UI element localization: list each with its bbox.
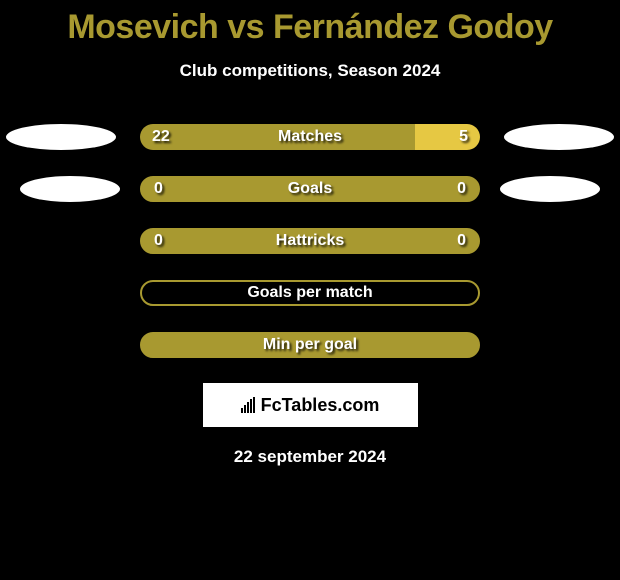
goals-per-match-bar: Goals per match — [140, 280, 480, 306]
fctables-badge[interactable]: FcTables.com — [203, 383, 418, 427]
min-per-goal-label: Min per goal — [263, 336, 357, 354]
hattricks-bar: 0 Hattricks 0 — [140, 228, 480, 254]
hattricks-row: 0 Hattricks 0 — [0, 227, 620, 255]
matches-right-fill — [415, 124, 480, 150]
goals-row: 0 Goals 0 — [0, 175, 620, 203]
date-text: 22 september 2024 — [0, 447, 620, 467]
main-container: Mosevich vs Fernández Godoy Club competi… — [0, 0, 620, 467]
goals-per-match-row: Goals per match — [0, 279, 620, 307]
goals-left-value: 0 — [154, 180, 163, 198]
player-left-indicator-small — [20, 176, 120, 202]
goals-per-match-label: Goals per match — [247, 284, 372, 302]
hattricks-label: Hattricks — [276, 232, 344, 250]
fctables-chart-icon — [241, 397, 255, 413]
player-right-indicator — [504, 124, 614, 150]
min-per-goal-bar: Min per goal — [140, 332, 480, 358]
player-right-indicator-small — [500, 176, 600, 202]
matches-label: Matches — [278, 128, 342, 146]
subtitle: Club competitions, Season 2024 — [0, 61, 620, 81]
goals-label: Goals — [288, 180, 332, 198]
goals-bar: 0 Goals 0 — [140, 176, 480, 202]
goals-right-value: 0 — [457, 180, 466, 198]
min-per-goal-row: Min per goal — [0, 331, 620, 359]
player-left-indicator — [6, 124, 116, 150]
matches-bar: 22 Matches 5 — [140, 124, 480, 150]
matches-left-value: 22 — [152, 128, 170, 146]
hattricks-left-value: 0 — [154, 232, 163, 250]
fctables-text: FcTables.com — [261, 395, 380, 416]
hattricks-right-value: 0 — [457, 232, 466, 250]
page-title: Mosevich vs Fernández Godoy — [0, 8, 620, 47]
matches-right-value: 5 — [459, 128, 468, 146]
matches-row: 22 Matches 5 — [0, 123, 620, 151]
